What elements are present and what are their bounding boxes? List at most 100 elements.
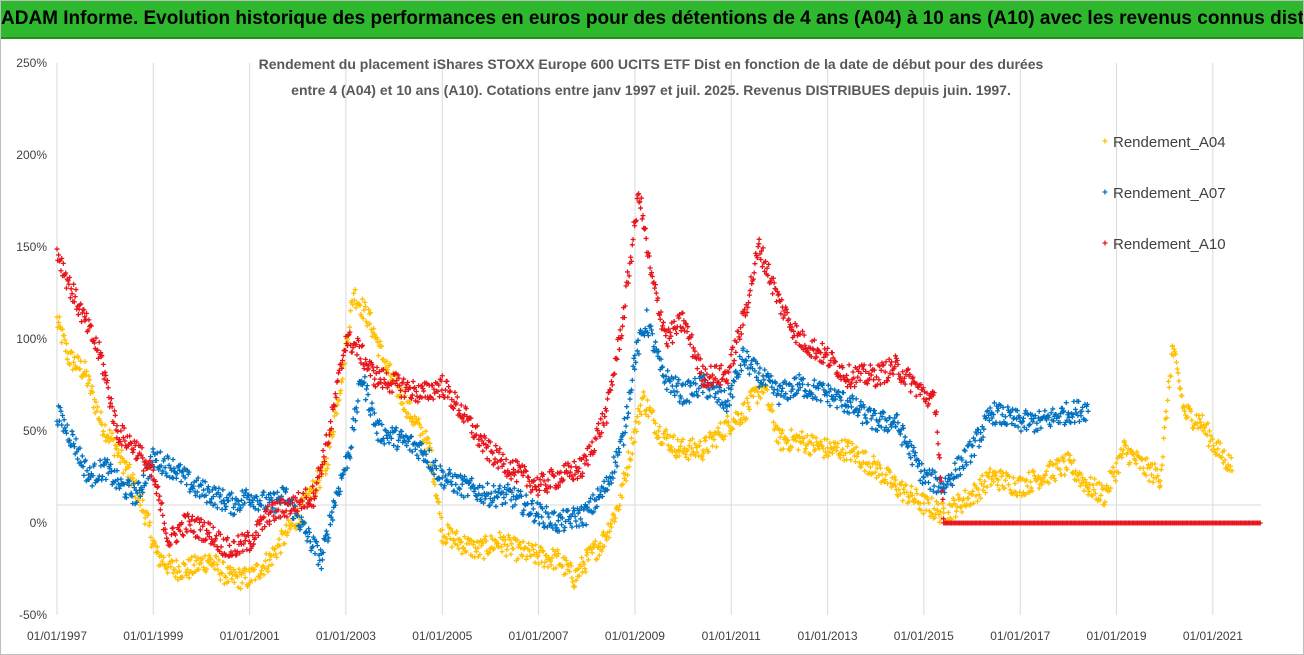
data-point (219, 571, 225, 577)
data-point (413, 389, 419, 395)
data-point (1205, 420, 1211, 426)
data-point (844, 398, 850, 404)
data-point (893, 477, 899, 483)
data-point (327, 444, 333, 450)
data-point (634, 414, 640, 420)
data-point (244, 547, 250, 553)
data-point (237, 507, 243, 513)
data-point (850, 369, 856, 375)
data-point (794, 390, 800, 396)
data-point (968, 459, 974, 465)
data-point (556, 528, 562, 534)
data-point (1210, 443, 1216, 449)
data-point (882, 477, 888, 483)
data-point (347, 324, 353, 330)
data-point (486, 549, 492, 555)
data-point (619, 495, 625, 501)
data-point (278, 514, 284, 520)
data-point (1062, 472, 1068, 478)
data-point (251, 541, 257, 547)
data-point (445, 522, 451, 528)
data-point (1018, 428, 1024, 434)
data-point (832, 358, 838, 364)
data-point (360, 342, 366, 348)
data-point (653, 346, 659, 352)
data-point (655, 353, 661, 359)
data-point (769, 384, 775, 390)
data-point (221, 536, 227, 542)
data-point (601, 543, 607, 549)
data-point (1147, 465, 1153, 471)
data-point (174, 538, 180, 544)
data-point (498, 458, 504, 464)
data-point (551, 473, 557, 479)
data-point (437, 463, 443, 469)
data-point (271, 546, 277, 552)
data-point (494, 459, 500, 465)
data-point (388, 435, 394, 441)
data-point (256, 574, 262, 580)
data-point (395, 444, 401, 450)
data-point (461, 494, 467, 500)
data-point (1050, 406, 1056, 412)
x-tick-label: 01/01/2009 (605, 629, 665, 643)
data-point (451, 488, 457, 494)
data-point (625, 414, 631, 420)
data-point (254, 494, 260, 500)
data-point (264, 566, 270, 572)
data-point (505, 481, 511, 487)
data-point (304, 504, 310, 510)
data-point (154, 549, 160, 555)
data-point (754, 361, 760, 367)
data-point (1059, 405, 1065, 411)
data-point (419, 395, 425, 401)
data-point (677, 399, 683, 405)
data-point (65, 278, 71, 284)
data-point (830, 355, 836, 361)
data-point (1140, 465, 1146, 471)
data-point (824, 352, 830, 358)
data-point (606, 535, 612, 541)
data-point (934, 429, 940, 435)
data-point (633, 418, 639, 424)
data-point (210, 524, 216, 530)
data-point (440, 392, 446, 398)
data-point (706, 375, 712, 381)
data-point (901, 425, 907, 431)
data-point (154, 450, 160, 456)
data-point (765, 371, 771, 377)
data-point (709, 372, 715, 378)
data-point (584, 457, 590, 463)
data-point (321, 454, 327, 460)
data-point (1179, 393, 1185, 399)
data-point (416, 456, 422, 462)
data-point (409, 449, 415, 455)
data-point (388, 373, 394, 379)
data-point (596, 552, 602, 558)
data-point (683, 321, 689, 327)
data-point (744, 395, 750, 401)
data-point (105, 433, 111, 439)
data-point (626, 273, 632, 279)
data-point (632, 352, 638, 358)
data-point (135, 453, 141, 459)
data-point (1085, 485, 1091, 491)
data-point (647, 405, 653, 411)
data-point (99, 352, 105, 358)
data-point (369, 400, 375, 406)
data-point (899, 479, 905, 485)
data-point (160, 512, 166, 518)
data-point (791, 328, 797, 334)
data-point (815, 383, 821, 389)
data-point (261, 489, 267, 495)
data-point (616, 446, 622, 452)
data-point (238, 539, 244, 545)
data-point (157, 493, 163, 499)
data-point (952, 460, 958, 466)
y-tick-label: 0% (30, 516, 48, 530)
data-point (545, 564, 551, 570)
data-point (203, 536, 209, 542)
data-point (361, 379, 367, 385)
data-point (1124, 450, 1130, 456)
data-point (674, 389, 680, 395)
